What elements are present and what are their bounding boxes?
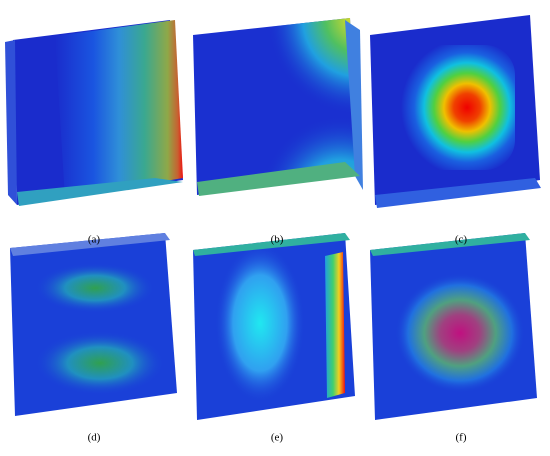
contour xyxy=(215,243,305,403)
contour xyxy=(325,252,345,398)
contour xyxy=(395,45,515,170)
panel-label: (e) xyxy=(271,432,284,444)
contour xyxy=(35,331,165,395)
panel-e xyxy=(193,233,355,420)
edge xyxy=(5,40,17,205)
contour xyxy=(55,20,183,198)
edge xyxy=(193,233,350,256)
edge xyxy=(375,178,541,208)
panel-label: (a) xyxy=(88,234,101,246)
panel-label: (d) xyxy=(88,432,101,444)
panel-label: (b) xyxy=(271,234,284,246)
panel-b xyxy=(193,18,363,196)
panel-label: (f) xyxy=(456,432,467,444)
edge xyxy=(10,233,170,256)
panel-d xyxy=(10,233,177,416)
edge xyxy=(345,20,363,190)
contour xyxy=(35,263,155,313)
edge xyxy=(370,233,530,256)
edge xyxy=(197,162,360,196)
contour xyxy=(395,273,525,393)
panel-a xyxy=(5,20,183,206)
panel-c xyxy=(370,15,541,208)
panel-f xyxy=(370,233,537,420)
edge xyxy=(17,178,183,206)
contour xyxy=(193,18,357,195)
panel-label: (c) xyxy=(455,234,468,246)
